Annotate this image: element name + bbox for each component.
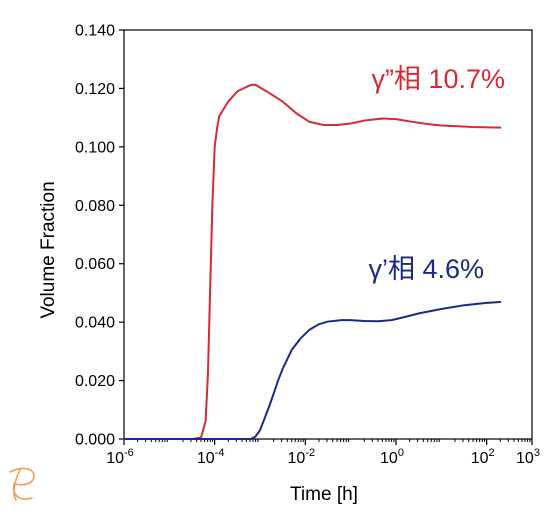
- x-axis-title: Time [h]: [290, 484, 358, 505]
- series-label-0: γ”相 10.7%: [371, 64, 505, 94]
- x-tick-base: 10: [197, 450, 215, 467]
- x-tick-label: 10-6: [106, 447, 134, 467]
- y-tick-label: 0.140: [75, 23, 115, 40]
- y-tick-label: 0.040: [75, 315, 115, 332]
- thermo-calc-logo-icon: [9, 467, 35, 501]
- x-tick-exponent: -2: [305, 447, 315, 459]
- y-tick-label: 0.120: [75, 81, 115, 98]
- y-tick-label: 0.060: [75, 256, 115, 273]
- x-tick-label: 103: [516, 447, 540, 467]
- x-tick-base: 10: [516, 450, 534, 467]
- x-tick-base: 10: [380, 450, 398, 467]
- series-line-0: [123, 83, 502, 440]
- y-tick-label: 0.100: [75, 139, 115, 156]
- x-tick-base: 10: [471, 450, 489, 467]
- plot-frame: [123, 29, 533, 440]
- plot-area-border: [123, 29, 533, 440]
- series-labels: γ”相 10.7% γ’相 4.6%: [368, 64, 505, 284]
- series-label-1: γ’相 4.6%: [368, 254, 484, 284]
- series-line-1: [123, 300, 502, 440]
- x-tick-label: 102: [471, 447, 495, 467]
- y-tick-label: 0.000: [75, 432, 115, 449]
- x-tick-label: 10-2: [288, 447, 316, 467]
- x-axis: 10-6 10-4 10-2 100 102 103: [106, 439, 540, 467]
- x-tick-base: 10: [288, 450, 306, 467]
- x-tick-label: 10-4: [197, 447, 225, 467]
- x-tick-label: 100: [380, 447, 404, 467]
- y-tick-label: 0.080: [75, 198, 115, 215]
- x-tick-exponent: 2: [489, 447, 495, 459]
- x-tick-exponent: 0: [398, 447, 404, 459]
- x-tick-exponent: -6: [124, 447, 134, 459]
- x-tick-exponent: 3: [534, 447, 540, 459]
- x-tick-exponent: -4: [215, 447, 225, 459]
- series-lines: [123, 83, 502, 440]
- x-tick-base: 10: [106, 450, 124, 467]
- y-axis-title: Volume Fraction: [38, 181, 59, 318]
- y-axis: 0.000 0.020 0.040 0.060 0.080 0.100 0.120 0.140: [75, 23, 124, 449]
- y-tick-label: 0.020: [75, 373, 115, 390]
